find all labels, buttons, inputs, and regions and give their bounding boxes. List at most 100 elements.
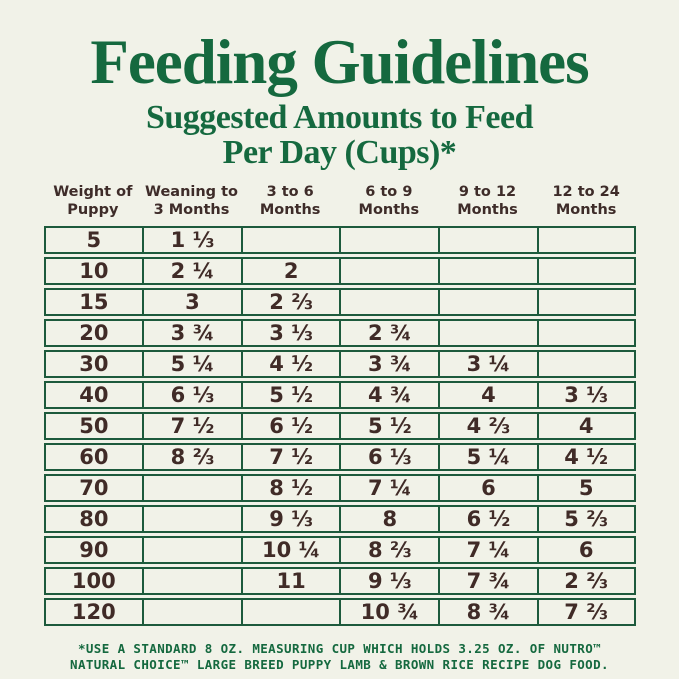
amount-cell: 2 ¾: [339, 319, 439, 347]
amount-cell: 4 ¾: [339, 381, 439, 409]
weight-cell: 90: [43, 536, 143, 564]
amount-cell: 6: [536, 536, 636, 564]
amount-cell: 4 ½: [240, 350, 340, 378]
amount-cell: 6 ½: [438, 505, 537, 533]
amount-cell: [142, 474, 241, 502]
amount-cell: 6 ½: [240, 412, 340, 440]
table-row: 15 3 2 ⅔: [43, 288, 636, 316]
amount-cell: 7 ⅔: [536, 598, 636, 626]
amount-cell: 2 ¼: [142, 257, 241, 285]
amount-cell: 6 ⅓: [142, 381, 241, 409]
amount-cell: 9 ⅓: [240, 505, 340, 533]
amount-cell: [438, 319, 537, 347]
amount-cell: [142, 598, 241, 626]
amount-cell: [339, 288, 439, 316]
subtitle-line-1: Suggested Amounts to Feed: [145, 99, 534, 136]
weight-cell: 30: [43, 350, 143, 378]
amount-cell: [142, 505, 241, 533]
amount-cell: [142, 536, 241, 564]
amount-cell: [438, 288, 537, 316]
column-header-12-24mo: 12 to 24 Months: [552, 184, 620, 218]
amount-cell: [536, 226, 636, 254]
amount-cell: 5 ½: [240, 381, 340, 409]
footnote: *USE A STANDARD 8 OZ. MEASURING CUP WHIC…: [0, 641, 679, 673]
amount-cell: 7 ¼: [339, 474, 439, 502]
amount-cell: 3 ¾: [142, 319, 241, 347]
amount-cell: 2 ⅔: [240, 288, 340, 316]
weight-cell: 40: [43, 381, 143, 409]
amount-cell: [536, 288, 636, 316]
weight-cell: 70: [43, 474, 143, 502]
amount-cell: 7 ½: [240, 443, 340, 471]
amount-cell: [339, 257, 439, 285]
amount-cell: 7 ¼: [438, 536, 537, 564]
amount-cell: 5 ¼: [142, 350, 241, 378]
subtitle-line-2: Per Day (Cups)*: [222, 134, 457, 171]
weight-cell: 60: [43, 443, 143, 471]
amount-cell: 3 ¼: [438, 350, 537, 378]
amount-cell: 1 ⅓: [142, 226, 241, 254]
amount-cell: [240, 598, 340, 626]
amount-cell: [240, 226, 340, 254]
amount-cell: 9 ⅓: [339, 567, 439, 595]
column-header-3-6mo: 3 to 6 Months: [259, 184, 321, 218]
amount-cell: 4 ½: [536, 443, 636, 471]
column-header-weaning-3mo: Weaning to 3 Months: [144, 184, 239, 218]
amount-cell: 3 ⅓: [240, 319, 340, 347]
amount-cell: 4: [536, 412, 636, 440]
amount-cell: 7 ¾: [438, 567, 537, 595]
amount-cell: 5 ⅔: [536, 505, 636, 533]
amount-cell: 11: [240, 567, 340, 595]
amount-cell: 8 ⅔: [339, 536, 439, 564]
weight-cell: 5: [43, 226, 143, 254]
amount-cell: [536, 350, 636, 378]
column-header-6-9mo: 6 to 9 Months: [358, 184, 420, 218]
amount-cell: 5: [536, 474, 636, 502]
weight-cell: 50: [43, 412, 143, 440]
amount-cell: [536, 257, 636, 285]
amount-cell: 4 ⅔: [438, 412, 537, 440]
amount-cell: [438, 257, 537, 285]
amount-cell: [438, 226, 537, 254]
amount-cell: 8 ⅔: [142, 443, 241, 471]
amount-cell: 2: [240, 257, 340, 285]
amount-cell: 6 ⅓: [339, 443, 439, 471]
column-header-weight: Weight of Puppy: [53, 184, 133, 218]
amount-cell: 8 ¾: [438, 598, 537, 626]
amount-cell: 8: [339, 505, 439, 533]
column-header-9-12mo: 9 to 12 Months: [457, 184, 518, 218]
page-subtitle: Suggested Amounts to Feed Per Day (Cups)…: [0, 100, 679, 170]
amount-cell: [536, 319, 636, 347]
amount-cell: [339, 226, 439, 254]
weight-cell: 10: [43, 257, 143, 285]
footnote-line-1: *USE A STANDARD 8 OZ. MEASURING CUP WHIC…: [77, 641, 602, 656]
weight-cell: 100: [43, 567, 143, 595]
amount-cell: 6: [438, 474, 537, 502]
amount-cell: 4: [438, 381, 537, 409]
weight-cell: 120: [43, 598, 143, 626]
page-title: Feeding Guidelines: [90, 27, 589, 97]
amount-cell: 3: [142, 288, 241, 316]
amount-cell: 2 ⅔: [536, 567, 636, 595]
table-header-row: Weight of Puppy Weaning to 3 Months 3 to…: [44, 183, 636, 219]
amount-cell: 10 ¾: [339, 598, 439, 626]
amount-cell: [142, 567, 241, 595]
amount-cell: 3 ¾: [339, 350, 439, 378]
amount-cell: 10 ¼: [240, 536, 340, 564]
weight-cell: 15: [43, 288, 143, 316]
amount-cell: 5 ¼: [438, 443, 537, 471]
weight-cell: 20: [43, 319, 143, 347]
